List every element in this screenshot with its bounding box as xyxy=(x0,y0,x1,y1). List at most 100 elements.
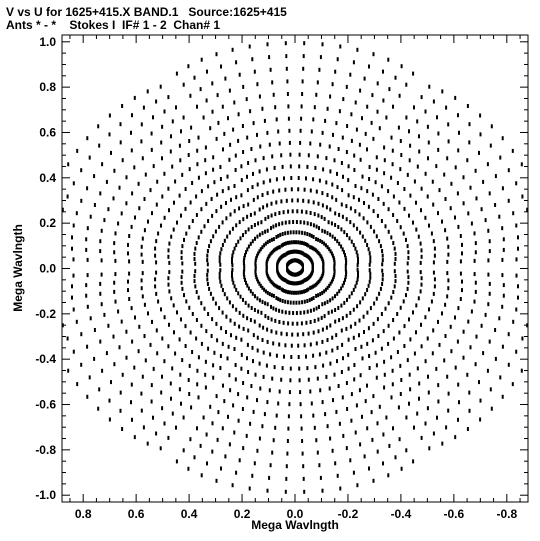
uv-point xyxy=(246,135,249,140)
uv-point xyxy=(252,333,255,338)
uv-point xyxy=(433,253,436,258)
uv-point xyxy=(349,324,352,329)
uv-point xyxy=(354,246,357,251)
uv-point xyxy=(406,358,409,363)
uv-point xyxy=(393,284,396,289)
uv-point xyxy=(256,448,259,453)
uv-point xyxy=(80,168,83,173)
uv-point xyxy=(405,448,408,453)
uv-point xyxy=(475,334,478,339)
uv-point xyxy=(240,352,243,357)
uv-point xyxy=(306,288,308,293)
uv-point xyxy=(363,76,366,81)
uv-point xyxy=(161,156,163,161)
uv-point xyxy=(149,342,152,347)
uv-point xyxy=(254,266,257,271)
uv-point xyxy=(473,231,476,236)
uv-point xyxy=(334,294,336,299)
uv-point xyxy=(428,307,430,312)
uv-point xyxy=(318,352,321,357)
uv-point xyxy=(140,278,143,283)
uv-point xyxy=(242,313,245,318)
uv-point xyxy=(375,234,378,239)
uv-point xyxy=(379,244,382,249)
uv-point xyxy=(467,319,470,324)
uv-point xyxy=(247,370,250,374)
uv-point xyxy=(355,127,358,132)
uv-point xyxy=(466,372,469,377)
uv-point xyxy=(188,305,191,310)
uv-point xyxy=(358,388,361,393)
uv-point xyxy=(107,207,110,212)
uv-point xyxy=(397,125,400,130)
uv-point xyxy=(369,259,372,264)
uv-point xyxy=(431,351,434,356)
uv-point xyxy=(108,132,111,137)
uv-point xyxy=(141,259,144,264)
uv-point xyxy=(317,213,320,218)
uv-point xyxy=(459,271,462,276)
uv-point xyxy=(383,372,386,377)
uv-point xyxy=(271,281,274,286)
uv-point xyxy=(350,239,353,244)
uv-point xyxy=(426,194,429,199)
uv-point xyxy=(216,338,219,343)
uv-point xyxy=(105,179,108,184)
uv-point xyxy=(119,122,122,127)
uv-point xyxy=(380,219,383,223)
uv-point xyxy=(457,113,459,118)
uv-point xyxy=(275,200,278,205)
uv-point xyxy=(99,291,102,296)
uv-point xyxy=(266,228,269,233)
uv-point xyxy=(336,359,338,364)
uv-point xyxy=(196,426,198,431)
uv-point xyxy=(297,240,300,245)
uv-point xyxy=(388,87,391,92)
uv-point xyxy=(331,182,334,187)
uv-point xyxy=(329,169,332,174)
uv-point xyxy=(284,41,287,46)
uv-point xyxy=(390,295,393,300)
uv-point xyxy=(482,351,485,356)
uv-point xyxy=(368,165,371,169)
uv-point xyxy=(390,175,393,180)
uv-point xyxy=(195,241,198,245)
uv-point xyxy=(345,261,348,266)
uv-point xyxy=(231,483,234,488)
uv-point xyxy=(270,317,273,322)
uv-point xyxy=(400,378,403,382)
uv-point xyxy=(430,299,433,304)
uv-point xyxy=(309,308,312,313)
uv-point xyxy=(284,343,287,348)
uv-point xyxy=(302,251,305,256)
uv-point xyxy=(396,219,399,223)
uv-point xyxy=(246,188,249,193)
uv-point xyxy=(231,260,233,265)
uv-point xyxy=(335,409,338,414)
uv-point xyxy=(209,404,212,409)
uv-point xyxy=(245,280,247,285)
uv-point xyxy=(337,147,340,151)
uv-point xyxy=(307,243,310,248)
uv-point xyxy=(195,194,198,199)
uv-point xyxy=(283,354,285,359)
uv-point xyxy=(284,220,287,225)
uv-point xyxy=(427,140,430,145)
uv-point xyxy=(244,277,246,282)
uv-point xyxy=(316,80,319,85)
uv-point xyxy=(140,139,143,144)
uv-point xyxy=(188,167,191,172)
uv-point xyxy=(151,319,153,324)
uv-point xyxy=(117,309,120,314)
uv-point xyxy=(345,258,348,263)
uv-point xyxy=(309,389,312,394)
uv-point xyxy=(204,145,207,150)
uv-point xyxy=(338,289,341,294)
uv-point xyxy=(420,344,423,349)
uv-point xyxy=(474,168,477,173)
uv-point xyxy=(270,280,273,285)
uv-point xyxy=(468,408,471,413)
uv-point xyxy=(349,220,352,225)
uv-point xyxy=(254,258,257,262)
uv-point xyxy=(234,153,237,158)
